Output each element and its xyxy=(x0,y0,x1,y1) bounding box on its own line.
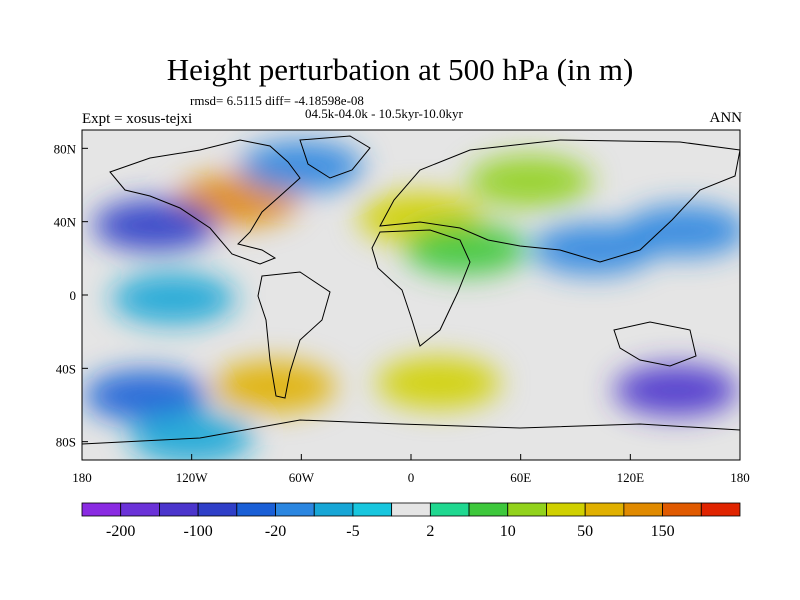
field-anomaly-10 xyxy=(211,360,336,413)
colorbar-box-3 xyxy=(197,502,238,517)
x-tick-label-6: 180 xyxy=(730,470,750,485)
colorbar: -200 -100 -20 -5 2 10 50 150 xyxy=(81,502,741,540)
experiment-label: Expt = xosus-tejxi xyxy=(82,111,193,127)
chart-title: Height perturbation at 500 hPa (in m) xyxy=(166,52,634,87)
field-anomaly-4 xyxy=(403,223,528,276)
y-axis: 80N 40N 0 40S 80S xyxy=(54,141,88,450)
x-axis: 180 120W 60W 0 60E 120E 180 xyxy=(72,454,750,485)
stats-line: rmsd= 6.5115 diff= -4.18598e-08 xyxy=(190,93,364,108)
colorbar-box-2 xyxy=(159,502,199,517)
coast-south-america xyxy=(257,271,331,399)
colorbar-box-9 xyxy=(429,502,470,517)
x-tick-label-4: 60E xyxy=(510,470,531,485)
coast-greenland xyxy=(299,135,371,179)
colorbar-label-1: -100 xyxy=(183,523,212,540)
colorbar-box-1 xyxy=(120,502,160,517)
colorbar-box-15 xyxy=(662,502,702,517)
field-anomaly-11 xyxy=(376,357,501,409)
field-anomaly-12 xyxy=(614,364,739,417)
coast-africa xyxy=(371,229,471,347)
field-anomaly-8 xyxy=(531,223,656,276)
field-anomaly-13 xyxy=(111,272,236,325)
x-tick-label-3: 0 xyxy=(408,470,415,485)
colorbar-label-5: 10 xyxy=(500,523,516,540)
colorbar-label-7: 150 xyxy=(651,523,675,540)
colorbar-label-3: -5 xyxy=(346,523,359,540)
field-anomaly-9 xyxy=(83,369,208,422)
colorbar-label-4: 2 xyxy=(426,523,434,540)
colorbar-box-6 xyxy=(313,502,354,517)
colorbar-box-16 xyxy=(700,502,741,517)
y-tick-label-1: 40N xyxy=(54,215,77,230)
season-label: ANN xyxy=(709,110,743,126)
y-tick-label-4: 80S xyxy=(56,435,76,450)
coast-antarctica xyxy=(82,419,740,445)
colorbar-box-0 xyxy=(81,502,122,517)
y-tick-label-2: 0 xyxy=(70,288,77,303)
coastlines xyxy=(82,135,740,445)
colorbar-label-0: -200 xyxy=(106,523,135,540)
colorbar-box-13 xyxy=(584,502,625,517)
x-tick-label-0: 180 xyxy=(72,470,92,485)
x-tick-label-5: 120E xyxy=(617,470,645,485)
colorbar-box-11 xyxy=(507,502,547,517)
field-anomaly-3 xyxy=(467,155,592,208)
x-tick-label-1: 120W xyxy=(176,470,209,485)
colorbar-label-6: 50 xyxy=(577,523,593,540)
colorbar-box-12 xyxy=(546,502,586,517)
coast-north-america xyxy=(109,139,301,265)
field-anomaly-5 xyxy=(93,199,218,252)
colorbar-box-4 xyxy=(236,502,276,517)
colorbar-box-14 xyxy=(623,502,663,517)
colorbar-box-10 xyxy=(468,502,509,517)
field-layer xyxy=(83,140,740,460)
colorbar-box-5 xyxy=(275,502,315,517)
x-tick-label-2: 60W xyxy=(289,470,315,485)
y-tick-label-0: 80N xyxy=(54,141,77,156)
field-anomaly-7 xyxy=(239,140,364,193)
coast-australia xyxy=(613,321,697,367)
field-anomaly-14 xyxy=(129,412,254,460)
coast-eurasia xyxy=(379,139,740,263)
colorbar-label-2: -20 xyxy=(265,523,286,540)
colorbar-box-7 xyxy=(352,502,393,517)
colorbar-box-8 xyxy=(391,502,431,517)
period-line: 04.5k-04.0k - 10.5kyr-10.0kyr xyxy=(305,106,463,121)
y-tick-label-3: 40S xyxy=(56,361,76,376)
